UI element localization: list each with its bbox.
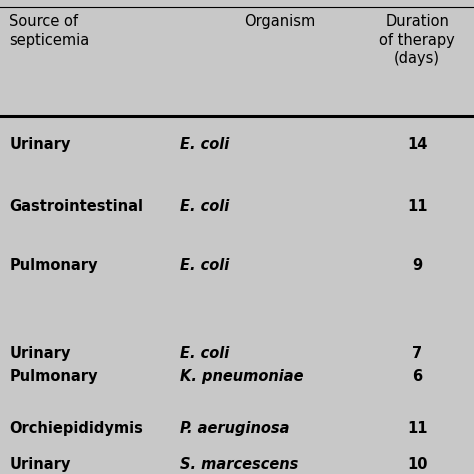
Text: E. coli: E. coli [180,199,229,214]
Text: Pulmonary: Pulmonary [9,258,98,273]
Text: Orchiepididymis: Orchiepididymis [9,421,143,437]
Text: K. pneumoniae: K. pneumoniae [180,369,304,384]
Text: P. aeruginosa: P. aeruginosa [180,421,290,437]
Text: Source of
septicemia: Source of septicemia [9,14,90,48]
Text: 11: 11 [407,199,428,214]
Text: Urinary: Urinary [9,346,71,361]
Text: 14: 14 [407,137,427,152]
Text: S. marcescens: S. marcescens [180,457,299,472]
Text: Duration
of therapy
(days): Duration of therapy (days) [379,14,455,66]
Text: Pulmonary: Pulmonary [9,369,98,384]
Text: Gastrointestinal: Gastrointestinal [9,199,144,214]
Text: Urinary: Urinary [9,137,71,152]
Text: 6: 6 [412,369,422,384]
Text: E. coli: E. coli [180,346,229,361]
Text: 7: 7 [412,346,422,361]
Text: E. coli: E. coli [180,258,229,273]
Text: 10: 10 [407,457,428,472]
Text: Urinary: Urinary [9,457,71,472]
Text: 11: 11 [407,421,428,437]
Text: 9: 9 [412,258,422,273]
Text: E. coli: E. coli [180,137,229,152]
Text: Organism: Organism [244,14,315,29]
